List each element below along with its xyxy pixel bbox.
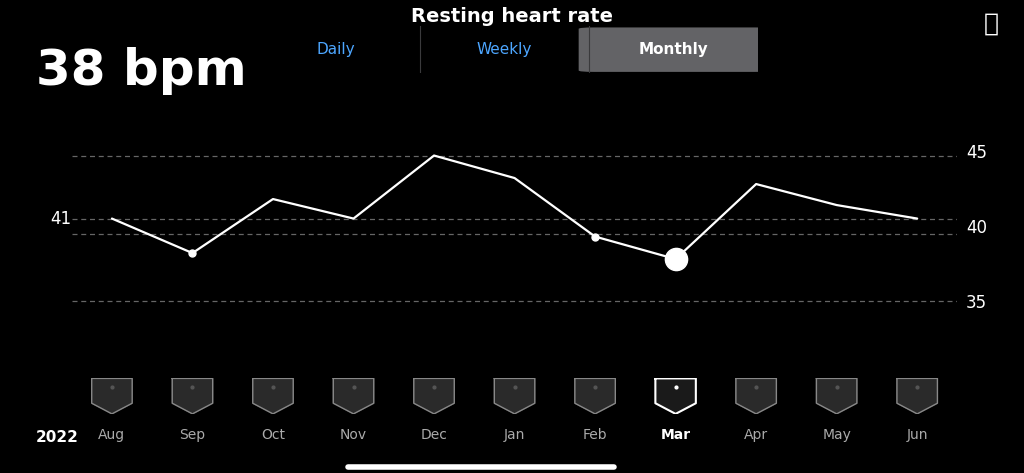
Polygon shape [897, 378, 937, 414]
Polygon shape [495, 378, 535, 414]
FancyBboxPatch shape [579, 27, 770, 72]
Polygon shape [253, 378, 293, 414]
Text: Feb: Feb [583, 428, 607, 442]
Text: Jan: Jan [504, 428, 525, 442]
Text: Jun: Jun [906, 428, 928, 442]
Polygon shape [736, 378, 776, 414]
Polygon shape [574, 378, 615, 414]
Text: Daily: Daily [316, 42, 354, 57]
Polygon shape [92, 378, 132, 414]
Polygon shape [655, 378, 696, 414]
Text: Weekly: Weekly [476, 42, 532, 57]
Text: May: May [822, 428, 851, 442]
Polygon shape [414, 378, 455, 414]
Text: Dec: Dec [421, 428, 447, 442]
Text: Aug: Aug [98, 428, 126, 442]
Text: Apr: Apr [744, 428, 768, 442]
Text: 2022: 2022 [36, 429, 79, 445]
Text: Resting heart rate: Resting heart rate [411, 7, 613, 26]
Text: Mar: Mar [660, 428, 690, 442]
Text: 38 bpm: 38 bpm [36, 47, 247, 95]
Polygon shape [172, 378, 213, 414]
Text: Nov: Nov [340, 428, 367, 442]
Text: 41: 41 [50, 210, 72, 228]
Text: Sep: Sep [179, 428, 206, 442]
Polygon shape [333, 378, 374, 414]
Text: Monthly: Monthly [638, 42, 709, 57]
Polygon shape [816, 378, 857, 414]
Text: Oct: Oct [261, 428, 285, 442]
Text: ⓘ: ⓘ [983, 12, 998, 36]
